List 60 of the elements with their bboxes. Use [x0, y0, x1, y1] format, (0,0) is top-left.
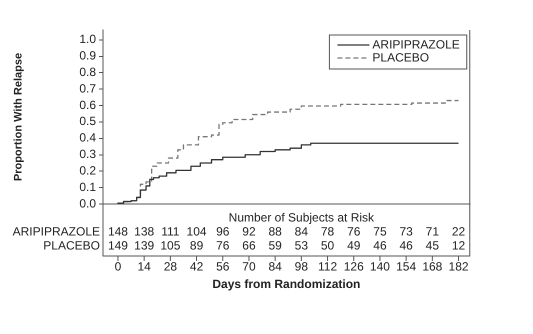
text: 84	[294, 224, 308, 238]
text: 59	[268, 238, 282, 252]
x-tick-label: 70	[242, 260, 256, 274]
x-tick-label: 84	[268, 260, 282, 274]
text: ARIPIPRAZOLE	[12, 224, 100, 238]
x-tick-label: 0	[114, 260, 122, 274]
text: 46	[373, 238, 387, 252]
text: 73	[399, 224, 414, 238]
y-tick-label: 1.0	[79, 32, 96, 46]
text: 76	[216, 238, 230, 252]
legend-label: ARIPIPRAZOLE	[372, 37, 460, 52]
text: 71	[426, 224, 440, 238]
text: 111	[161, 224, 180, 238]
text: 12	[452, 238, 466, 252]
text: 76	[347, 224, 361, 238]
x-tick-label: 140	[370, 260, 390, 274]
x-tick-label: 126	[344, 260, 364, 274]
x-tick-label: 42	[190, 260, 204, 274]
text: 53	[294, 238, 308, 252]
text: Number of Subjects at Risk	[228, 210, 376, 224]
text: 45	[426, 238, 440, 252]
y-tick-label: 0.4	[79, 130, 96, 145]
text: 89	[190, 238, 204, 252]
x-tick-label: 182	[448, 260, 469, 274]
text: 75	[373, 224, 387, 238]
text: 88	[268, 224, 282, 238]
y-tick-label: 0.7	[79, 81, 96, 96]
y-tick-label: 0.2	[79, 163, 96, 178]
text: 46	[399, 238, 414, 252]
y-tick-label: 0.3	[79, 147, 96, 162]
y-tick-label: 0.5	[79, 114, 96, 128]
x-tick-label: 98	[294, 260, 308, 274]
text: 138	[134, 224, 154, 238]
text: 22	[452, 224, 466, 238]
y-tick-label: 0.1	[79, 180, 96, 194]
text: 78	[320, 224, 335, 238]
x-axis-title: Days from Randomization	[212, 277, 360, 292]
y-tick-label: 0.8	[79, 64, 96, 79]
text: 92	[242, 224, 256, 238]
text: 104	[186, 224, 207, 238]
y-tick-label: 0.0	[79, 196, 96, 210]
y-tick-label: 0.9	[79, 48, 96, 63]
text: 148	[108, 224, 128, 238]
text: PLACEBO	[43, 238, 100, 252]
text: 105	[160, 238, 181, 252]
x-tick-label: 154	[396, 260, 416, 274]
x-tick-label: 168	[422, 260, 443, 274]
text: 49	[347, 238, 361, 252]
y-tick-label: 0.6	[79, 98, 96, 112]
text: 139	[134, 238, 154, 252]
text: 149	[108, 238, 128, 252]
x-tick-label: 14	[137, 260, 152, 274]
text: 50	[320, 238, 335, 252]
text: 66	[242, 238, 256, 252]
legend-label: PLACEBO	[372, 50, 430, 64]
x-tick-label: 56	[216, 260, 230, 274]
x-tick-label: 28	[164, 260, 178, 274]
x-tick-label: 112	[318, 260, 338, 274]
text: 96	[216, 224, 230, 238]
y-axis-title: Proportion With Relapse	[12, 52, 25, 182]
